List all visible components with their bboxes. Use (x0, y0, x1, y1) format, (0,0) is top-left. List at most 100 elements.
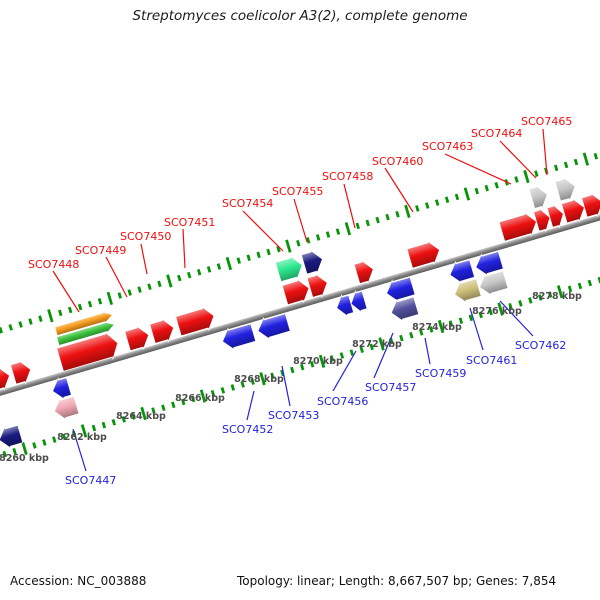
ruler-tick-minor (181, 398, 186, 406)
gene-arrow-19-red-forward[interactable] (581, 191, 600, 219)
gene-arrow-28-blue-reverse[interactable] (447, 258, 476, 286)
gene-arrow-29-blue-reverse[interactable] (473, 250, 504, 278)
gene-arrow-3-red-forward[interactable] (56, 330, 121, 374)
gene-arrow-8-red-forward[interactable] (175, 304, 217, 337)
gene-arrow-5-orange-forward[interactable] (54, 309, 114, 337)
gene-arrow-18-red-forward[interactable] (561, 196, 588, 225)
ruler-tick-major (556, 285, 564, 299)
gene-label-SCO7454[interactable]: SCO7454 (222, 197, 273, 210)
gene-arrow-24-blue-reverse[interactable] (255, 312, 291, 342)
ruler-tick-minor (577, 282, 583, 290)
ruler-tick-major (378, 337, 385, 351)
gene-arrow-33-silver-reverse[interactable] (476, 269, 509, 298)
ruler-tick-minor (147, 283, 152, 291)
ruler-tick-minor (434, 199, 440, 206)
ruler-tick-major (437, 319, 445, 334)
label-leader-SCO7464 (499, 140, 537, 179)
gene-arrow-22-blue-reverse[interactable] (50, 376, 72, 402)
label-leader-SCO7450 (140, 243, 148, 275)
gene-arrow-14-red-forward[interactable] (406, 238, 442, 270)
ruler-tick-minor (587, 279, 593, 287)
ruler-label-8268-kbp: 8268 kbp (234, 374, 284, 385)
ruler-tick-minor (349, 349, 354, 356)
ruler-tick-minor (157, 280, 162, 288)
ruler-tick-major (80, 424, 88, 438)
gene-arrow-25-blue-reverse[interactable] (334, 293, 355, 318)
ruler-tick-minor (246, 254, 251, 262)
gene-arrow-10-red-forward[interactable] (306, 271, 331, 299)
gene-arrow-13-red-forward[interactable] (353, 258, 377, 286)
gene-arrow-30-pink-reverse[interactable] (51, 394, 80, 422)
gene-arrow-27-blue-reverse[interactable] (384, 275, 416, 304)
label-leader-SCO7448 (52, 270, 80, 313)
gene-label-SCO7462[interactable]: SCO7462 (515, 339, 566, 352)
gene-arrow-20-silver-forward[interactable] (528, 183, 551, 211)
ruler-tick-minor (547, 291, 553, 298)
gene-arrow-6-red-forward[interactable] (124, 323, 152, 352)
gene-label-SCO7458[interactable]: SCO7458 (322, 170, 373, 183)
ruler-tick-minor (385, 213, 390, 221)
gene-label-SCO7451[interactable]: SCO7451 (164, 216, 215, 229)
ruler-tick-minor (161, 404, 166, 412)
ruler-tick-minor (8, 324, 13, 331)
gene-arrow-1-red-forward[interactable] (0, 364, 13, 395)
ruler-tick-minor (187, 271, 192, 279)
label-leader-SCO7458 (343, 183, 356, 229)
gene-arrow-32-khaki-reverse[interactable] (452, 277, 482, 305)
gene-arrow-31-slate-reverse[interactable] (388, 295, 420, 323)
gene-arrow-26-blue-reverse[interactable] (348, 289, 368, 314)
gene-label-SCO7464[interactable]: SCO7464 (471, 127, 522, 140)
ruler-tick-major (106, 291, 114, 305)
gene-arrow-12-navy-forward[interactable] (300, 248, 326, 276)
gene-label-SCO7448[interactable]: SCO7448 (28, 258, 79, 271)
ruler-tick-minor (335, 228, 341, 235)
ruler-tick-minor (62, 433, 67, 441)
gene-arrow-4-green-forward[interactable] (56, 319, 116, 346)
ruler-tick-minor (508, 302, 513, 310)
gene-label-SCO7456[interactable]: SCO7456 (317, 395, 368, 408)
gene-arrow-21-silver-forward[interactable] (554, 175, 578, 203)
gene-arrow-15-red-forward[interactable] (498, 210, 540, 243)
gene-label-SCO7450[interactable]: SCO7450 (120, 230, 171, 243)
gene-arrow-34-navy-reverse[interactable] (0, 423, 24, 450)
ruler-tick-minor (77, 303, 83, 311)
ruler-tick-minor (488, 308, 493, 316)
gene-arrow-2-red-forward[interactable] (10, 358, 34, 386)
gene-label-SCO7465[interactable]: SCO7465 (521, 115, 572, 128)
gene-label-SCO7459[interactable]: SCO7459 (415, 367, 466, 380)
ruler-label-8262-kbp: 8262 kbp (57, 432, 107, 443)
label-leader-SCO7461 (469, 307, 484, 351)
ruler-tick-minor (210, 389, 216, 397)
label-leader-SCO7453 (281, 365, 291, 407)
ruler-tick-major (318, 354, 326, 368)
ruler-tick-minor (67, 306, 73, 314)
ruler-tick-minor (171, 401, 176, 409)
ruler-tick-minor (494, 181, 499, 189)
label-leader-SCO7465 (542, 128, 548, 176)
label-leader-SCO7451 (182, 228, 186, 269)
gene-label-SCO7463[interactable]: SCO7463 (422, 140, 473, 153)
ruler-tick-minor (2, 450, 7, 458)
gene-arrow-9-red-forward[interactable] (281, 277, 313, 307)
gene-label-SCO7452[interactable]: SCO7452 (222, 423, 273, 436)
gene-arrow-23-blue-reverse[interactable] (219, 322, 257, 352)
ruler-tick-minor (369, 343, 374, 351)
ruler-tick-minor (38, 315, 43, 322)
gene-label-SCO7455[interactable]: SCO7455 (272, 185, 323, 198)
gene-label-SCO7453[interactable]: SCO7453 (268, 409, 319, 422)
ruler-tick-minor (216, 263, 222, 270)
gene-label-SCO7447[interactable]: SCO7447 (65, 474, 116, 487)
gene-arrow-11-springgreen-forward[interactable] (274, 254, 306, 284)
ruler-tick-major (199, 389, 207, 403)
gene-arrow-17-red-forward[interactable] (546, 202, 567, 229)
gene-label-SCO7457[interactable]: SCO7457 (365, 381, 416, 394)
gene-label-SCO7460[interactable]: SCO7460 (372, 155, 423, 168)
ruler-tick-minor (567, 285, 573, 293)
gene-label-SCO7461[interactable]: SCO7461 (466, 354, 517, 367)
gene-label-SCO7449[interactable]: SCO7449 (75, 244, 126, 257)
gene-arrow-7-red-forward[interactable] (149, 316, 177, 345)
gene-arrow-16-red-forward[interactable] (533, 206, 553, 233)
ruler-tick-minor (151, 407, 156, 414)
ruler-tick-major (344, 222, 352, 236)
